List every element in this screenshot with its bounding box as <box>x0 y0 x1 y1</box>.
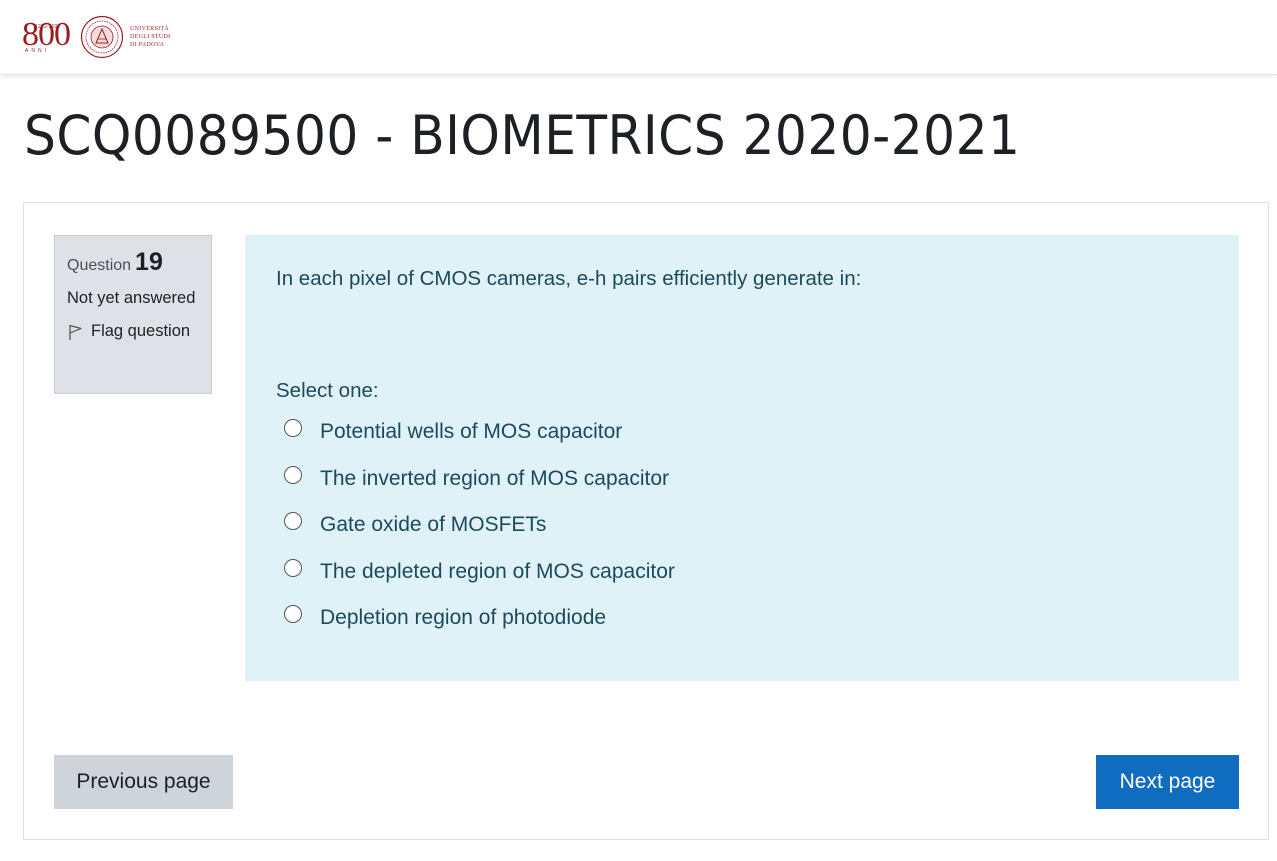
answer-radio[interactable] <box>284 605 302 624</box>
university-line: di Padova <box>130 42 165 48</box>
question-info-panel: Question 19 Not yet answered Flag questio… <box>54 235 212 394</box>
question-label: Question <box>67 257 132 274</box>
quiz-page-card: Question 19 Not yet answered Flag questio… <box>23 202 1269 840</box>
anniversary-number: 800 <box>22 16 71 53</box>
answer-label: Depletion region of photodiode <box>320 606 607 630</box>
university-line: degli Studi <box>130 34 171 40</box>
answer-label: The inverted region of MOS capacitor <box>320 466 670 490</box>
answer-option[interactable]: Potential wells of MOS capacitor <box>276 409 1208 456</box>
answer-option[interactable]: Gate oxide of MOSFETs <box>276 502 1208 549</box>
anniversary-years: 1222-2022 <box>35 24 61 30</box>
answer-label: Gate oxide of MOSFETs <box>320 513 547 537</box>
university-logo[interactable]: 800 1222-2022 ANNI Università degli Stud… <box>22 14 182 60</box>
site-header: 800 1222-2022 ANNI Università degli Stud… <box>0 0 1277 75</box>
answer-radio[interactable] <box>284 465 302 484</box>
anniversary-word: ANNI <box>25 48 49 54</box>
answer-radio[interactable] <box>284 512 302 531</box>
answer-option[interactable]: The depleted region of MOS capacitor <box>276 549 1208 596</box>
answer-prompt: Select one: <box>276 379 379 402</box>
question-number: 19 <box>135 248 163 276</box>
university-line: Università <box>130 26 169 32</box>
answer-label: Potential wells of MOS capacitor <box>320 420 623 444</box>
question-state: Not yet answered <box>67 289 196 307</box>
flag-icon <box>69 324 82 340</box>
answer-radio[interactable] <box>284 558 302 577</box>
question-content: In each pixel of CMOS cameras, e-h pairs… <box>245 235 1239 681</box>
previous-page-button[interactable]: Previous page <box>54 755 233 809</box>
next-page-button[interactable]: Next page <box>1096 755 1239 809</box>
answer-option[interactable]: The inverted region of MOS capacitor <box>276 456 1208 503</box>
question-text: In each pixel of CMOS cameras, e-h pairs… <box>276 267 862 290</box>
answer-label: The depleted region of MOS capacitor <box>320 559 675 583</box>
university-name: Università degli Studi di Padova <box>130 25 170 49</box>
page-title: SCQ0089500 - BIOMETRICS 2020-2021 <box>24 104 1021 167</box>
answer-options: Potential wells of MOS capacitor The inv… <box>276 409 1208 642</box>
flag-question-button[interactable]: Flag question <box>67 322 199 341</box>
anniversary-mark: 800 1222-2022 ANNI <box>22 14 74 60</box>
flag-question-label: Flag question <box>91 322 191 340</box>
answer-option[interactable]: Depletion region of photodiode <box>276 595 1208 642</box>
question-number-row: Question 19 <box>67 248 199 277</box>
university-seal-icon <box>80 15 124 59</box>
answer-radio[interactable] <box>284 419 302 438</box>
